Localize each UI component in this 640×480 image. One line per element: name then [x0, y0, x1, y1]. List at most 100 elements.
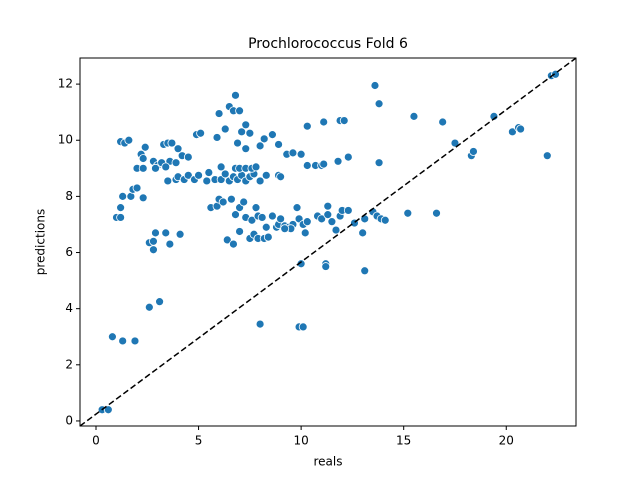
point	[263, 232, 273, 242]
point	[542, 151, 552, 161]
point	[333, 156, 343, 166]
point	[489, 111, 499, 121]
x-tick-label: 10	[293, 434, 308, 448]
point	[231, 210, 240, 220]
point	[171, 158, 181, 168]
point	[370, 81, 380, 90]
point	[247, 215, 257, 225]
x-tick-label: 20	[499, 434, 514, 448]
point	[343, 206, 353, 215]
point	[292, 203, 302, 213]
point	[268, 130, 277, 140]
point	[251, 162, 261, 172]
point	[226, 194, 236, 204]
point	[268, 211, 277, 221]
point	[151, 228, 160, 238]
point	[116, 213, 126, 222]
point	[118, 191, 128, 201]
point	[229, 239, 238, 249]
point	[222, 235, 232, 245]
point	[155, 297, 164, 307]
point	[202, 176, 212, 186]
point	[161, 228, 171, 238]
point	[259, 134, 269, 144]
point	[241, 144, 251, 154]
x-tick-label: 5	[195, 434, 203, 448]
point	[138, 193, 148, 203]
point	[235, 227, 244, 236]
point	[403, 208, 413, 218]
x-tick-label: 0	[92, 434, 100, 448]
point	[149, 236, 158, 246]
point	[298, 322, 308, 332]
point	[220, 124, 230, 134]
point	[239, 197, 249, 207]
point	[237, 127, 247, 137]
point	[183, 152, 193, 162]
point	[235, 106, 244, 116]
point	[302, 161, 312, 170]
point	[241, 120, 251, 130]
point	[438, 117, 448, 127]
point	[319, 159, 329, 169]
point	[231, 90, 240, 100]
y-tick-label: 12	[58, 77, 73, 91]
point	[321, 262, 331, 271]
point	[380, 215, 390, 225]
point	[218, 197, 228, 207]
point	[300, 228, 310, 238]
x-axis-label: reals	[314, 455, 343, 469]
point	[374, 99, 384, 109]
point	[339, 116, 349, 125]
point	[220, 169, 230, 179]
point	[173, 144, 183, 154]
point	[288, 148, 298, 158]
point	[261, 222, 271, 232]
point	[255, 319, 265, 329]
point	[450, 138, 460, 148]
point	[140, 142, 150, 152]
point	[516, 124, 526, 134]
point	[469, 147, 478, 156]
plot-frame	[79, 57, 577, 427]
point	[276, 214, 286, 224]
point	[276, 172, 286, 182]
y-tick-label: 10	[58, 133, 73, 147]
y-tick-label: 0	[65, 413, 73, 427]
point	[149, 245, 158, 255]
point	[108, 332, 117, 342]
point	[296, 149, 306, 159]
point	[280, 224, 290, 234]
point	[183, 170, 193, 180]
point	[317, 214, 327, 224]
point	[214, 109, 224, 118]
point	[130, 336, 140, 346]
point	[360, 266, 370, 276]
y-tick-label: 6	[65, 245, 73, 259]
x-tick-label: 15	[396, 434, 411, 448]
point	[103, 405, 113, 415]
point	[151, 163, 160, 173]
point	[296, 259, 306, 269]
point	[196, 128, 206, 138]
point	[245, 128, 255, 138]
point	[118, 336, 128, 346]
point	[138, 154, 148, 163]
point	[261, 170, 271, 180]
point	[251, 203, 261, 213]
reference-line	[79, 57, 577, 427]
point	[132, 183, 142, 193]
y-tick-label: 8	[65, 189, 73, 203]
point	[327, 217, 337, 227]
point	[204, 168, 214, 177]
point	[302, 217, 312, 227]
point	[508, 127, 517, 137]
point	[116, 203, 126, 213]
point	[319, 117, 329, 127]
point	[161, 162, 171, 172]
point	[358, 228, 368, 238]
y-axis-label: predictions	[34, 209, 48, 275]
point	[343, 152, 353, 162]
point	[331, 225, 341, 235]
